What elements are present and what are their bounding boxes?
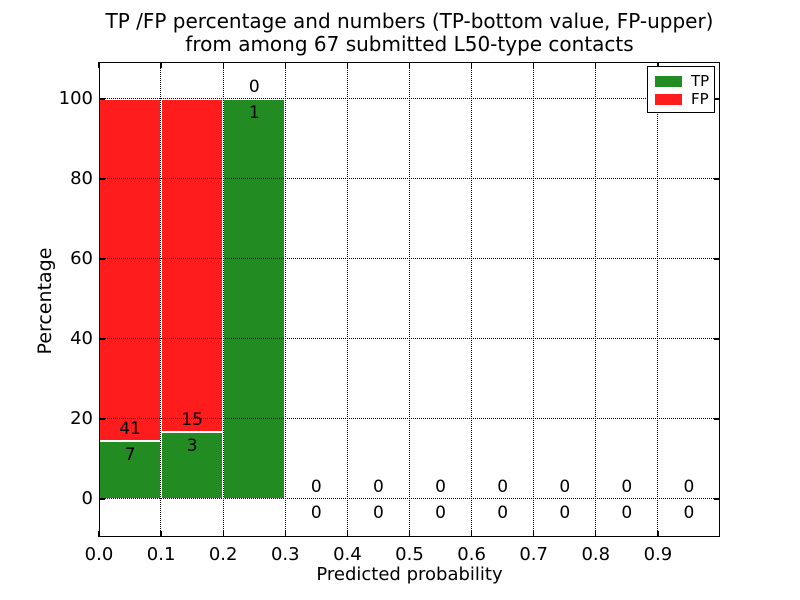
y-tick-label: 40 [70, 328, 93, 349]
x-tick-label: 0.9 [643, 544, 673, 565]
x-tick-mark [160, 62, 162, 68]
legend-label: FP [691, 90, 709, 108]
y-tick-mark [99, 338, 105, 340]
bar-segment-fp [161, 99, 224, 433]
y-tick-mark [714, 418, 720, 420]
x-tick-mark [657, 531, 659, 537]
y-axis-label: Percentage [34, 247, 56, 355]
tp-count-label: 7 [124, 444, 136, 465]
tp-count-label: 0 [373, 503, 384, 523]
tp-count-label: 0 [310, 503, 322, 523]
x-tick-label: 0.1 [146, 544, 176, 565]
legend-swatch-tp [655, 75, 682, 87]
x-tick-label: 0.0 [84, 544, 114, 565]
x-tick-mark [346, 62, 349, 68]
y-tick-mark [99, 98, 105, 100]
gridline-vertical [160, 62, 162, 537]
x-axis-label: Predicted probability [316, 564, 503, 585]
y-tick-mark [714, 258, 720, 260]
x-tick-label: 0.6 [457, 544, 486, 565]
x-tick-mark [160, 531, 162, 537]
plot-area [98, 62, 720, 537]
chart-title-line1: TP /FP percentage and numbers (TP-bottom… [105, 9, 714, 33]
x-tick-label: 0.7 [519, 544, 548, 565]
y-tick-mark [99, 258, 105, 260]
chart-title: TP /FP percentage and numbers (TP-bottom… [99, 10, 720, 56]
y-tick-mark [99, 418, 105, 420]
fp-count-label: 0 [559, 477, 571, 497]
y-tick-label: 80 [70, 168, 93, 189]
legend-swatch-fp [655, 93, 682, 105]
x-tick-mark [98, 531, 100, 537]
legend-label: TP [691, 72, 710, 90]
bar-segment-tp [223, 99, 286, 499]
fp-count-label: 0 [248, 77, 260, 97]
y-tick-mark [714, 498, 720, 500]
gridline-vertical [595, 62, 597, 537]
tp-count-label: 3 [186, 436, 198, 457]
x-tick-label: 0.4 [333, 544, 362, 565]
tp-count-label: 0 [559, 503, 571, 523]
y-tick-label: 20 [70, 408, 93, 429]
x-tick-mark [533, 531, 535, 537]
y-tick-mark [714, 98, 720, 100]
gridline-vertical [657, 62, 659, 537]
y-tick-mark [99, 498, 105, 500]
fp-count-label: 0 [497, 477, 509, 497]
legend-row: FP [655, 90, 714, 108]
fp-count-label: 0 [310, 477, 322, 497]
x-tick-mark [408, 62, 411, 68]
x-tick-mark [346, 531, 349, 537]
gridline-vertical [408, 62, 410, 537]
y-tick-label: 0 [81, 488, 93, 509]
legend-row: TP [655, 72, 714, 90]
x-tick-mark [98, 62, 100, 68]
legend: TP FP [647, 66, 715, 113]
x-tick-mark [595, 531, 597, 537]
y-tick-mark [714, 178, 720, 180]
tp-count-label: 1 [248, 103, 260, 123]
tp-count-label: 0 [435, 503, 446, 523]
fp-count-label: 0 [621, 477, 633, 497]
x-tick-label: 0.5 [395, 544, 424, 565]
fp-count-label: 0 [373, 477, 384, 497]
x-tick-label: 0.3 [270, 544, 300, 565]
fp-count-label: 41 [119, 418, 141, 439]
y-tick-label: 60 [70, 248, 93, 269]
y-tick-mark [714, 338, 720, 340]
gridline-vertical [533, 62, 534, 537]
x-tick-mark [222, 531, 224, 537]
x-tick-mark [408, 531, 411, 537]
x-tick-mark [595, 62, 597, 68]
x-tick-mark [470, 531, 473, 537]
tp-count-label: 0 [621, 503, 633, 523]
gridline-vertical [284, 62, 286, 537]
x-tick-mark [657, 62, 659, 68]
gridline-vertical [222, 62, 224, 537]
x-tick-mark [222, 62, 224, 68]
x-tick-label: 0.8 [581, 544, 611, 565]
x-tick-mark [284, 531, 286, 537]
x-tick-mark [533, 62, 535, 68]
tp-count-label: 0 [683, 503, 695, 523]
y-tick-label: 100 [58, 88, 93, 109]
chart-title-line2: from among 67 submitted L50-type contact… [185, 32, 634, 56]
tp-count-label: 0 [497, 503, 509, 523]
y-tick-mark [99, 178, 105, 180]
bar-segment-fp [99, 99, 162, 441]
gridline-vertical [470, 62, 472, 537]
x-tick-label: 0.2 [208, 544, 238, 565]
fp-count-label: 15 [181, 410, 203, 431]
fp-count-label: 0 [435, 477, 446, 497]
x-tick-mark [284, 62, 286, 68]
fp-count-label: 0 [683, 477, 695, 497]
x-tick-mark [470, 62, 473, 68]
bar-segment-tp [161, 432, 224, 499]
gridline-vertical [346, 62, 348, 537]
